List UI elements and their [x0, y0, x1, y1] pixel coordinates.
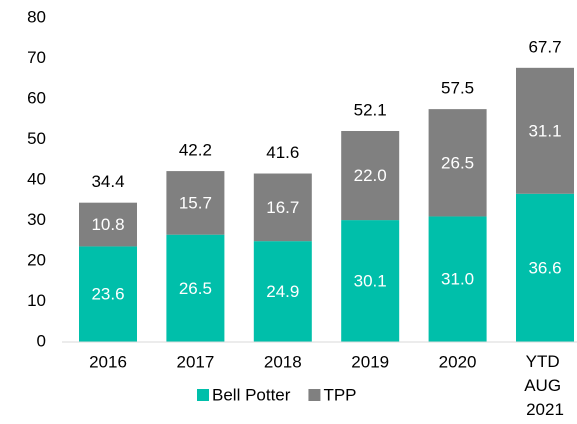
value-label: 26.5 [441, 153, 474, 172]
x-tick-label: 2017 [176, 352, 214, 371]
y-tick-label: 70 [27, 48, 46, 67]
total-label: 34.4 [91, 172, 124, 191]
legend-swatch [308, 389, 321, 401]
y-tick-label: 40 [27, 169, 46, 188]
y-tick-label: 10 [27, 291, 46, 310]
legend-label: TPP [323, 385, 356, 404]
value-label: 24.9 [266, 282, 299, 301]
legend-swatch [197, 389, 209, 401]
x-tick-label: 2016 [89, 352, 127, 371]
total-label: 52.1 [354, 100, 387, 119]
x-tick-label: 2018 [264, 352, 302, 371]
bar-segment [166, 171, 225, 235]
value-label: 36.6 [528, 258, 561, 277]
value-label: 16.7 [266, 198, 299, 217]
bar-segment [341, 130, 400, 221]
bar-segment [428, 109, 487, 217]
y-tick-label: 0 [37, 331, 46, 350]
y-tick-label: 50 [27, 129, 46, 148]
x-tick-label: YTD AUG 2021 [524, 352, 566, 419]
total-label: 57.5 [441, 79, 474, 98]
value-label: 15.7 [179, 193, 212, 212]
total-label: 42.2 [179, 141, 212, 160]
y-tick-label: 80 [27, 7, 46, 26]
value-label: 31.0 [441, 270, 474, 289]
value-label: 26.5 [179, 279, 212, 298]
x-tick-label: 2020 [439, 352, 477, 371]
value-label: 10.8 [91, 215, 124, 234]
bar-segment [516, 67, 574, 194]
y-tick-label: 30 [27, 210, 46, 229]
bar-segment [341, 220, 400, 342]
bar-segment [79, 202, 137, 247]
bar-segment [79, 246, 137, 342]
legend-label: Bell Potter [212, 385, 291, 404]
value-label: 30.1 [354, 272, 387, 291]
value-label: 22.0 [354, 166, 387, 185]
bar-segment [516, 193, 574, 342]
bar-segment [253, 241, 312, 342]
value-label: 31.1 [528, 121, 561, 140]
total-label: 67.7 [528, 37, 561, 56]
y-tick-label: 60 [27, 88, 46, 107]
y-tick-label: 20 [27, 250, 46, 269]
x-tick-label: 2019 [351, 352, 389, 371]
total-label: 41.6 [266, 143, 299, 162]
value-label: 23.6 [91, 285, 124, 304]
bar-segment [253, 173, 312, 242]
bar-segment [166, 234, 225, 342]
bar-segment [428, 216, 487, 342]
